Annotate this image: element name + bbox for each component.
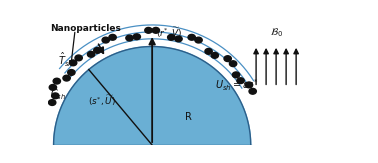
Text: $(r^{*},\widetilde{V})$: $(r^{*},\widetilde{V})$ <box>156 26 183 40</box>
Ellipse shape <box>205 48 212 54</box>
Ellipse shape <box>52 93 59 99</box>
Ellipse shape <box>229 61 237 67</box>
Ellipse shape <box>75 55 82 61</box>
Ellipse shape <box>53 78 60 84</box>
Ellipse shape <box>195 37 202 43</box>
Ellipse shape <box>245 82 253 88</box>
Text: $\hat{C}_{sh}$: $\hat{C}_{sh}$ <box>50 84 66 102</box>
Text: $\mathcal{B}_0$: $\mathcal{B}_0$ <box>270 26 283 38</box>
Polygon shape <box>54 46 251 145</box>
Ellipse shape <box>152 27 160 33</box>
Ellipse shape <box>232 72 240 78</box>
Ellipse shape <box>102 37 109 43</box>
Ellipse shape <box>94 47 101 53</box>
Ellipse shape <box>188 34 195 40</box>
Ellipse shape <box>224 56 231 61</box>
Ellipse shape <box>249 88 256 94</box>
Ellipse shape <box>126 35 133 41</box>
Text: $\hat{T}_{sh}$: $\hat{T}_{sh}$ <box>58 51 74 69</box>
Ellipse shape <box>211 52 218 58</box>
Ellipse shape <box>175 36 182 42</box>
Text: Nanoparticles: Nanoparticles <box>50 24 121 33</box>
Ellipse shape <box>87 51 95 57</box>
Ellipse shape <box>145 27 152 33</box>
Ellipse shape <box>49 85 57 90</box>
Text: $(s^{*},\widetilde{U})$: $(s^{*},\widetilde{U})$ <box>88 93 116 108</box>
Ellipse shape <box>167 34 175 40</box>
Ellipse shape <box>48 100 56 105</box>
Ellipse shape <box>109 34 116 40</box>
Ellipse shape <box>63 75 70 81</box>
Ellipse shape <box>237 78 244 84</box>
Ellipse shape <box>133 34 141 40</box>
Ellipse shape <box>70 60 77 66</box>
Text: R: R <box>185 112 192 122</box>
Text: $U_{sh} = \varepsilon s^{*}$: $U_{sh} = \varepsilon s^{*}$ <box>215 77 259 93</box>
Ellipse shape <box>68 70 75 75</box>
